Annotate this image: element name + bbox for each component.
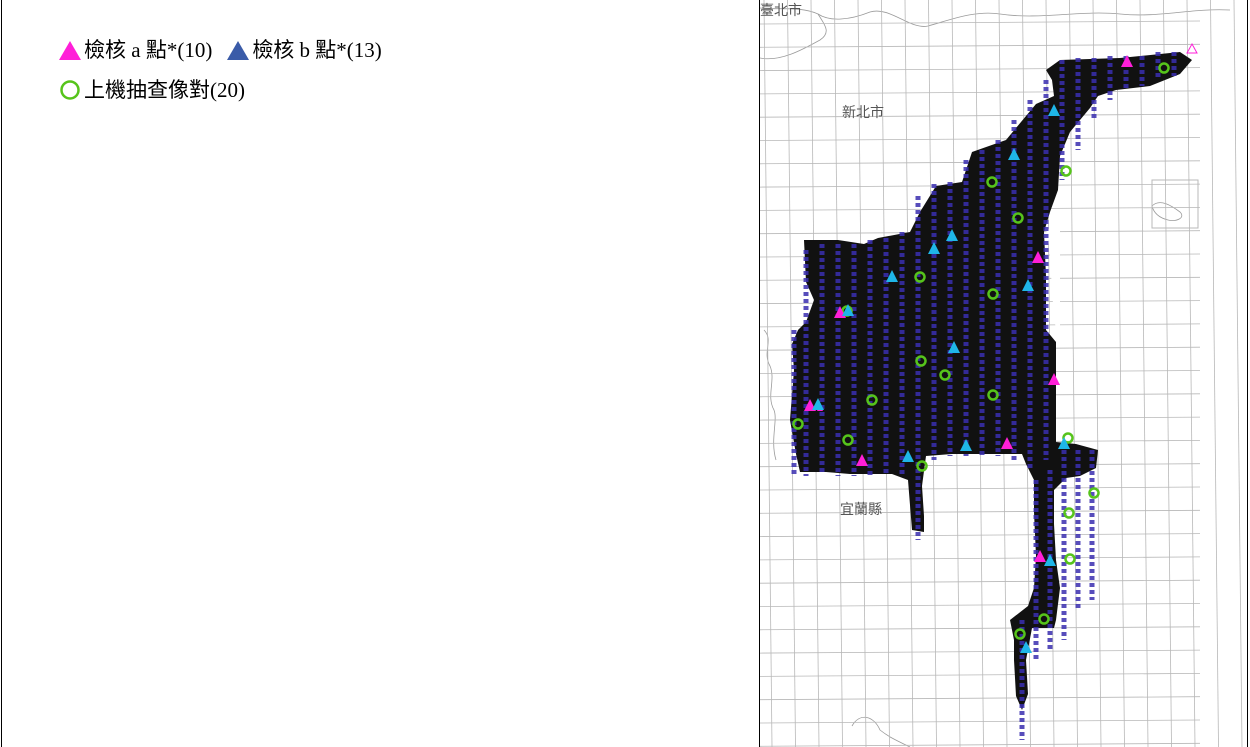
pair-marker xyxy=(1014,628,1026,640)
pair-marker xyxy=(1158,62,1170,74)
check-b-markers xyxy=(812,104,1070,653)
check-b-marker xyxy=(1044,554,1056,566)
pair-marker xyxy=(1064,553,1076,565)
pair-marker xyxy=(1063,507,1075,519)
grid-line xyxy=(760,626,1201,631)
check-b-marker xyxy=(1022,279,1034,291)
check-a-marker xyxy=(856,454,868,466)
grid-line xyxy=(760,742,1201,747)
grid-line xyxy=(760,556,1201,561)
pair-marker xyxy=(1012,212,1024,224)
pair-marker xyxy=(842,434,854,446)
legend: 檢核 a 點*(10) 檢核 b 點*(13) 上機抽查像對(20) xyxy=(58,36,382,116)
check-a-marker xyxy=(1186,42,1198,54)
grid-line xyxy=(760,533,1201,537)
legend-check-b-label: 檢核 b 點*(13) xyxy=(252,38,382,62)
grid-line xyxy=(760,137,1201,141)
grid-line xyxy=(1233,0,1243,747)
grid-line xyxy=(1210,0,1219,747)
check-b-marker xyxy=(948,341,960,353)
grid-line xyxy=(760,719,1201,724)
grid-line xyxy=(760,90,1201,95)
pair-marker xyxy=(1088,487,1100,499)
magenta-triangle-icon xyxy=(59,41,81,60)
legend-row-checkpoints: 檢核 a 點*(10) 檢核 b 點*(13) xyxy=(58,36,382,64)
legend-check-a-label: 檢核 a 點*(10) xyxy=(84,38,213,62)
check-b-marker xyxy=(928,242,940,254)
grid-line xyxy=(1186,0,1196,747)
check-a-marker xyxy=(1034,550,1046,562)
pair-marker xyxy=(939,369,951,381)
pair-marker xyxy=(916,460,928,472)
grid-line xyxy=(760,113,1201,118)
grid-line xyxy=(760,579,1201,584)
check-b-marker xyxy=(1020,641,1032,653)
grid-line xyxy=(760,649,1201,654)
place-label-taipei: 臺北市 xyxy=(760,2,802,19)
column-divider xyxy=(759,0,760,747)
check-b-marker xyxy=(902,450,914,462)
check-b-marker xyxy=(960,439,972,451)
check-b-marker xyxy=(842,304,854,316)
check-b-marker xyxy=(946,229,958,241)
pair-marker xyxy=(914,271,926,283)
grid-line xyxy=(760,509,1201,514)
survey-map: 臺北市 新北市 宜蘭縣 xyxy=(760,0,1243,747)
legend-pairs-label: 上機抽查像對(20) xyxy=(84,78,245,102)
pair-marker xyxy=(986,176,998,188)
pair-marker xyxy=(866,394,878,406)
pair-marker xyxy=(987,288,999,300)
blue-triangle-icon xyxy=(227,41,250,60)
pair-marker xyxy=(792,418,804,430)
check-b-marker xyxy=(886,270,898,282)
grid-line xyxy=(1092,0,1102,747)
check-a-marker xyxy=(1001,437,1013,449)
green-circle-icon xyxy=(60,80,80,100)
place-label-yilan: 宜蘭縣 xyxy=(840,502,882,518)
check-a-marker xyxy=(1032,251,1044,263)
check-a-marker xyxy=(1121,55,1133,67)
legend-row-pairs: 上機抽查像對(20) xyxy=(58,76,382,104)
pair-markers xyxy=(792,62,1170,640)
pair-marker xyxy=(987,389,999,401)
grid-line xyxy=(1163,0,1172,747)
check-b-marker xyxy=(1048,104,1060,116)
grid-line xyxy=(760,43,1201,48)
grid-inset xyxy=(1151,179,1199,229)
check-b-marker xyxy=(1058,437,1070,449)
grid-line xyxy=(1116,0,1125,747)
pair-marker xyxy=(1060,165,1072,177)
grid-line xyxy=(760,603,1201,607)
grid-line xyxy=(1139,0,1149,747)
grid-line xyxy=(760,20,1201,25)
coverage-area xyxy=(790,52,1192,710)
grid-line xyxy=(760,486,1201,491)
grid-line xyxy=(760,673,1201,677)
check-a-marker xyxy=(1048,373,1060,385)
check-b-marker xyxy=(1008,148,1020,160)
pair-marker xyxy=(915,355,927,367)
check-b-marker xyxy=(812,398,824,410)
place-label-new-taipei: 新北市 xyxy=(842,104,884,121)
grid-line xyxy=(760,696,1201,701)
pair-marker xyxy=(1038,613,1050,625)
